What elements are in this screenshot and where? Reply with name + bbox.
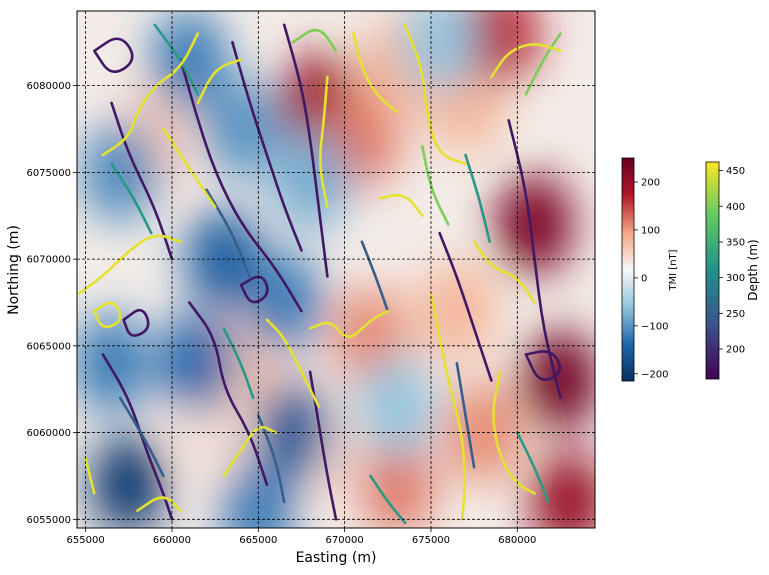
depth-colorbar-tick-label: 450 [726,166,745,177]
depth-colorbar: 450 400 350 300 250 200 Depth (m) [705,161,760,380]
grid-lines [77,11,595,528]
tmi-anomaly [358,356,435,457]
depth-contour [507,118,562,400]
depth-colorbar-label: Depth (m) [746,239,760,300]
tmi-anomaly [220,460,297,528]
tmi-colorbar-tick-label: −200 [641,369,668,380]
tmi-colorbar-label: TMI [nT] [668,249,679,291]
plot-area [76,10,596,529]
y-tick-label: 6075000 [26,168,71,179]
depth-contour [438,231,493,382]
depth-contour [162,127,217,209]
depth-contour [118,396,165,478]
tmi-anomaly [358,434,435,528]
y-axis-ticks: 6055000 6060000 6065000 6070000 6075000 60800… [26,81,77,526]
x-axis-label: Easting (m) [296,550,377,566]
tmi-anomaly [462,11,539,84]
tmi-colorbar: 200 100 0 −100 −200 TMI [nT] [621,157,679,382]
depth-contours [77,23,562,525]
depth-contour [239,275,269,304]
depth-contour [464,153,491,244]
depth-contour [222,425,277,478]
tmi-colorbar-tick-label: 100 [641,225,660,236]
plot-frame [76,10,596,529]
depth-contour [187,301,269,486]
depth-contour [153,23,200,96]
depth-colorbar-tick-label: 400 [726,202,745,213]
tmi-colorbar-tick-label: 0 [641,273,647,284]
tmi-colorbar-tick-label: −100 [641,321,668,332]
x-tick-label: 680000 [498,535,536,546]
y-tick-label: 6065000 [26,341,71,352]
tmi-colorbar-bar [621,157,635,382]
tmi-anomaly [522,330,595,431]
depth-contour [77,234,182,296]
tmi-anomaly [246,252,323,353]
y-tick-label: 6055000 [26,515,71,526]
depth-contour [429,292,466,521]
y-axis-label: Northing (m) [6,225,22,315]
depth-contour [369,474,407,525]
depth-contour [492,370,536,495]
depth-contour [524,32,562,96]
depth-colorbar-tick-label: 350 [726,237,745,248]
tmi-anomaly [203,78,280,179]
depth-contour [122,308,150,337]
tmi-anomaly [77,313,150,414]
tmi-anomaly [159,313,236,414]
tmi-anomaly [531,451,595,528]
depth-contour [516,431,550,504]
depth-contour [110,162,153,235]
tmi-anomaly [496,174,573,275]
depth-contour [421,145,450,226]
x-tick-label: 660000 [153,535,191,546]
depth-colorbar-tick-label: 200 [726,345,745,356]
depth-contour [490,43,562,79]
depth-contour [455,361,476,469]
depth-contour [403,23,467,165]
x-tick-label: 670000 [326,535,364,546]
tmi-anomaly [272,131,349,232]
depth-contour [291,28,338,53]
depth-contour [524,350,562,381]
depth-contour [110,101,174,261]
depth-contour [136,496,182,512]
depth-contour [282,23,329,278]
y-tick-label: 6070000 [26,255,71,266]
depth-contour [92,301,122,329]
depth-contour [308,370,338,521]
tmi-colorbar-tick-label: 200 [641,177,660,188]
depth-contour [308,309,390,339]
depth-colorbar-bar [705,161,720,380]
depth-contour [377,194,424,218]
depth-contour [257,413,286,504]
depth-contour [265,318,321,408]
depth-contour [196,58,243,105]
y-tick-label: 6080000 [26,81,71,92]
tmi-anomaly [82,122,159,223]
x-tick-label: 675000 [412,535,450,546]
depth-contour [319,75,329,209]
depth-colorbar-tick-label: 300 [726,273,745,284]
depth-contour [101,353,174,521]
depth-contour [351,32,398,113]
x-tick-label: 665000 [239,535,277,546]
x-axis-ticks: 655000 660000 665000 670000 675000 680000 [67,528,536,546]
depth-contour [472,240,536,304]
depth-colorbar-tick-label: 250 [726,309,745,320]
depth-contour [92,37,134,74]
depth-contour [205,188,251,278]
x-tick-label: 655000 [67,535,105,546]
y-tick-label: 6060000 [26,428,71,439]
depth-contour [179,58,303,313]
